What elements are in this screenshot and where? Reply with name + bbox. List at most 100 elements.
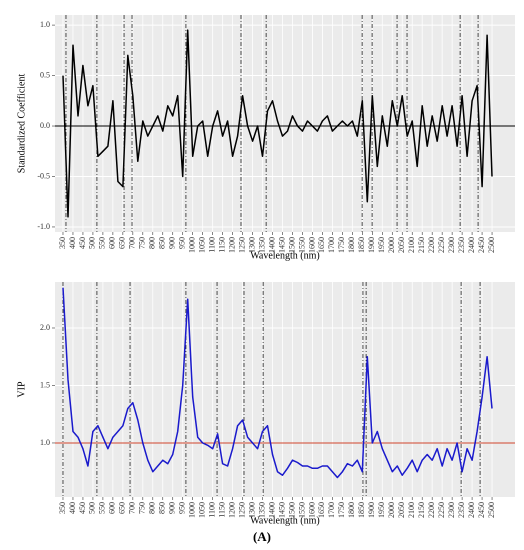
x-tick-label: 600 (108, 237, 117, 249)
x-tick-label: 900 (168, 237, 177, 249)
x-tick-label: 1400 (267, 502, 276, 518)
x-tick-label: 2350 (457, 237, 466, 253)
x-tick-label: 1750 (337, 237, 346, 253)
x-tick-label: 2300 (447, 237, 456, 253)
x-tick-label: 1250 (237, 237, 246, 253)
x-tick-label: 1450 (277, 502, 286, 518)
x-tick-label: 1550 (297, 502, 306, 518)
x-tick-label: 1400 (267, 237, 276, 253)
x-tick-label: 1150 (217, 237, 226, 253)
x-tick-label: 2000 (387, 502, 396, 518)
x-tick-label: 550 (98, 502, 107, 514)
x-tick-label: 1800 (347, 502, 356, 518)
y-tick-label: 1.0 (40, 20, 50, 29)
x-tick-label: 1500 (287, 237, 296, 253)
x-tick-label: 500 (88, 502, 97, 514)
y-tick-label: 0.0 (40, 121, 50, 130)
x-tick-label: 2150 (417, 502, 426, 518)
x-tick-label: 700 (128, 237, 137, 249)
x-tick-label: 1200 (227, 502, 236, 518)
y-tick-label: 1.5 (40, 380, 50, 389)
x-tick-label: 1800 (347, 237, 356, 253)
x-tick-label: 850 (158, 237, 167, 249)
x-tick-label: 2350 (457, 502, 466, 518)
x-tick-label: 1500 (287, 502, 296, 518)
x-axis-label: Wavelength (nm) (250, 250, 319, 261)
x-tick-label: 2500 (487, 502, 496, 518)
x-tick-label: 750 (138, 237, 147, 249)
x-tick-label: 1050 (198, 237, 207, 253)
x-tick-label: 1900 (367, 502, 376, 518)
x-tick-label: 450 (78, 237, 87, 249)
x-tick-label: 1050 (198, 502, 207, 518)
y-tick-label: 2.0 (40, 323, 50, 332)
x-tick-label: 1600 (307, 237, 316, 253)
x-tick-label: 2050 (397, 502, 406, 518)
x-tick-label: 1100 (207, 502, 216, 518)
x-tick-label: 2250 (437, 502, 446, 518)
line-series (62, 29, 493, 218)
x-tick-label: 1850 (357, 502, 366, 518)
x-tick-label: 850 (158, 502, 167, 514)
x-tick-label: 2450 (477, 502, 486, 518)
x-tick-label: 2100 (407, 237, 416, 253)
x-tick-label: 1650 (317, 237, 326, 253)
x-tick-label: 1950 (377, 502, 386, 518)
x-tick-label: 1750 (337, 502, 346, 518)
x-tick-label: 2500 (487, 237, 496, 253)
caption: (A) (253, 529, 271, 544)
x-tick-label: 1650 (317, 502, 326, 518)
x-tick-label: 2200 (427, 237, 436, 253)
x-tick-label: 650 (118, 502, 127, 514)
x-tick-label: 350 (58, 502, 67, 514)
x-tick-label: 350 (58, 237, 67, 249)
x-tick-label: 1550 (297, 237, 306, 253)
x-tick-label: 1300 (247, 502, 256, 518)
x-tick-label: 450 (78, 502, 87, 514)
x-tick-label: 800 (148, 502, 157, 514)
x-tick-label: 1700 (327, 502, 336, 518)
x-tick-label: 1700 (327, 237, 336, 253)
x-tick-label: 1000 (188, 502, 197, 518)
x-tick-label: 1900 (367, 237, 376, 253)
y-axis-label: VIP (16, 381, 27, 398)
x-tick-label: 1450 (277, 237, 286, 253)
x-tick-label: 2450 (477, 237, 486, 253)
x-tick-label: 2400 (467, 237, 476, 253)
x-tick-label: 1600 (307, 502, 316, 518)
x-tick-label: 950 (178, 502, 187, 514)
x-tick-label: 500 (88, 237, 97, 249)
y-tick-label: -0.5 (37, 171, 50, 180)
x-tick-label: 1950 (377, 237, 386, 253)
x-tick-label: 1300 (247, 237, 256, 253)
x-tick-label: 1150 (217, 502, 226, 518)
x-tick-label: 600 (108, 502, 117, 514)
x-tick-label: 2100 (407, 502, 416, 518)
x-tick-label: 950 (178, 237, 187, 249)
x-tick-label: 1200 (227, 237, 236, 253)
x-tick-label: 2300 (447, 502, 456, 518)
y-tick-label: 0.5 (40, 70, 50, 79)
x-tick-label: 2250 (437, 237, 446, 253)
y-tick-label: 1.0 (40, 438, 50, 447)
x-tick-label: 1850 (357, 237, 366, 253)
x-tick-label: 700 (128, 502, 137, 514)
x-tick-label: 1350 (257, 237, 266, 253)
x-tick-label: 2000 (387, 237, 396, 253)
x-axis-label: Wavelength (nm) (250, 515, 319, 526)
plot-background (55, 282, 515, 497)
x-tick-label: 1100 (207, 237, 216, 253)
y-tick-label: -1.0 (37, 222, 50, 231)
x-tick-label: 2400 (467, 502, 476, 518)
x-tick-label: 2200 (427, 502, 436, 518)
x-tick-label: 800 (148, 237, 157, 249)
x-tick-label: 1000 (188, 237, 197, 253)
x-tick-label: 2050 (397, 237, 406, 253)
x-tick-label: 400 (68, 237, 77, 249)
y-axis-label: Standardized Coefficient (16, 74, 27, 174)
x-tick-label: 550 (98, 237, 107, 249)
x-tick-label: 1350 (257, 502, 266, 518)
x-tick-label: 1250 (237, 502, 246, 518)
x-tick-label: 900 (168, 502, 177, 514)
